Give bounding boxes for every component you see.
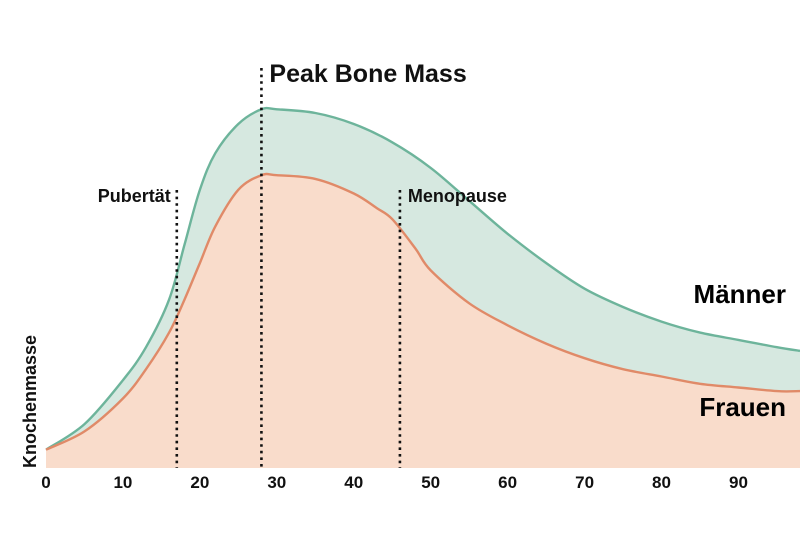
series-label-maenner: Männer <box>694 279 786 309</box>
x-tick-label: 30 <box>267 473 286 492</box>
x-tick-label: 20 <box>190 473 209 492</box>
x-tick-label: 50 <box>421 473 440 492</box>
x-tick-label: 80 <box>652 473 671 492</box>
x-tick-label: 10 <box>113 473 132 492</box>
x-tick-label: 40 <box>344 473 363 492</box>
annotation-label-peak-bone-mass: Peak Bone Mass <box>269 60 466 88</box>
y-axis-label: Knochenmasse <box>20 335 40 468</box>
x-tick-label: 0 <box>41 473 50 492</box>
x-tick-label: 60 <box>498 473 517 492</box>
series-area-frauen <box>46 173 800 469</box>
annotation-label-menopause: Menopause <box>408 186 507 206</box>
annotation-layer: Pubertät Peak Bone Mass Menopause <box>98 60 507 468</box>
x-axis-ticks: 0 10 20 30 40 50 60 70 80 90 <box>41 473 748 492</box>
annotation-label-pubertaet: Pubertät <box>98 186 171 206</box>
x-tick-label: 70 <box>575 473 594 492</box>
x-tick-label: 90 <box>729 473 748 492</box>
area-layer <box>45 106 800 469</box>
series-line-maenner <box>45 106 800 451</box>
series-line-frauen <box>45 172 800 451</box>
series-label-frauen: Frauen <box>699 392 786 422</box>
